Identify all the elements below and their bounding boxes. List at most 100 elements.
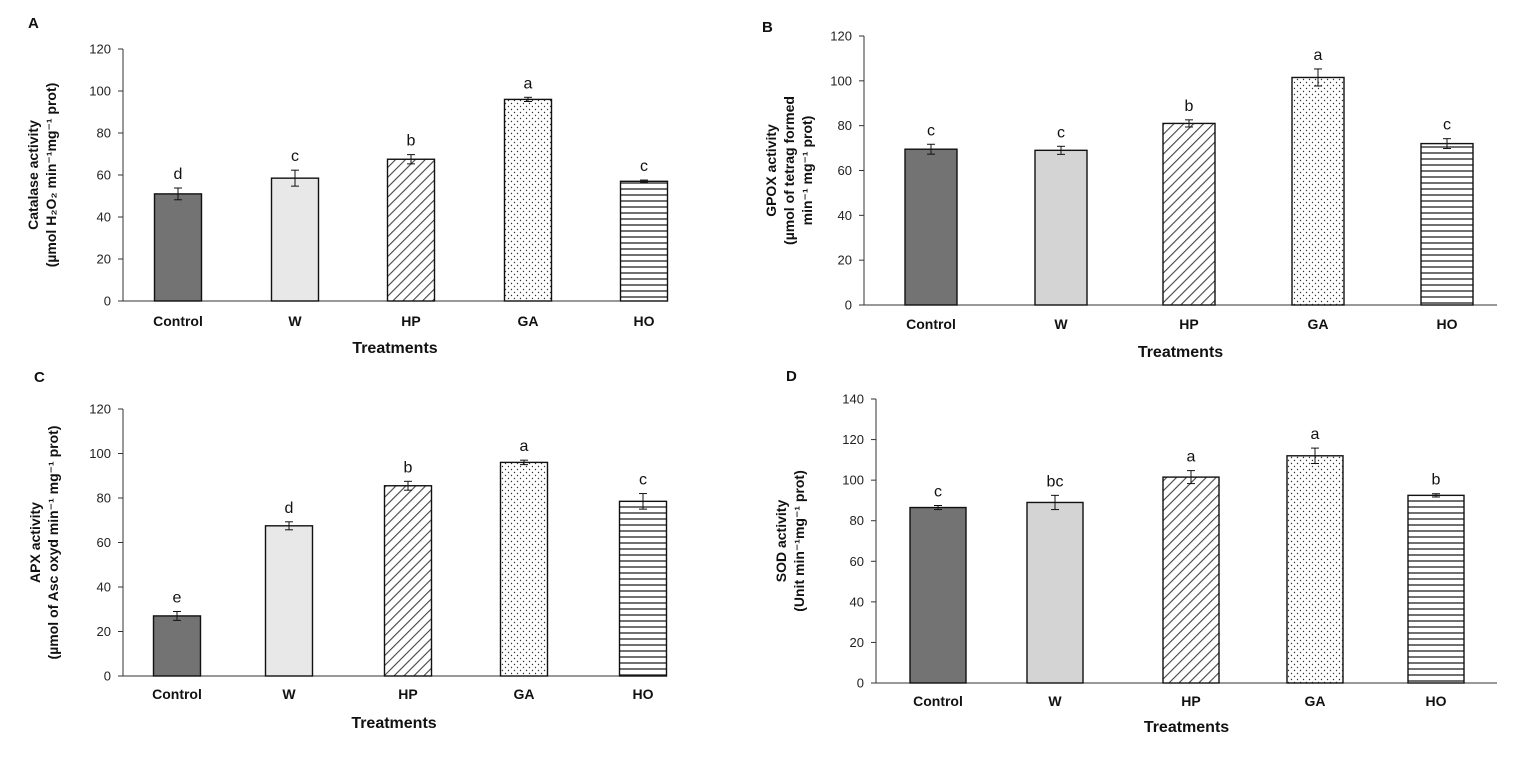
x-tick-label: HO (634, 313, 655, 329)
y-tick-label: 120 (830, 29, 852, 44)
y-tick-label: 120 (842, 432, 864, 447)
significance-label: d (174, 166, 183, 183)
chart-panel-d: D 0 20 40 60 80 100 120 140 c Control bc Wa HP a GA b HO T… (773, 368, 1497, 736)
x-axis-title: Treatments (1144, 719, 1229, 736)
y-tick-label: 20 (850, 635, 864, 650)
y-tick-label: 60 (97, 168, 111, 183)
significance-label: c (927, 122, 935, 139)
y-axis-title: (µmol of tetrag formed (781, 96, 797, 245)
x-tick-label: GA (514, 686, 535, 702)
y-tick-label: 60 (97, 535, 111, 550)
y-tick-label: 80 (838, 118, 852, 133)
y-tick-label: 40 (97, 580, 111, 595)
x-tick-label: HO (1426, 693, 1447, 709)
x-tick-label: GA (518, 313, 539, 329)
bar-hp (1162, 122, 1216, 306)
y-tick-label: 80 (850, 513, 864, 528)
significance-label: c (291, 148, 299, 165)
significance-label: a (1311, 426, 1320, 443)
bar-ga (1291, 76, 1345, 306)
bar-ho (1420, 142, 1474, 306)
bar-hp (386, 158, 436, 302)
y-axis-title: GPOX activity (763, 124, 779, 217)
x-axis-title: Treatments (352, 340, 437, 357)
y-tick-label: 60 (838, 163, 852, 178)
significance-label: a (1187, 449, 1196, 466)
y-tick-label: 20 (838, 253, 852, 268)
y-axis-title: APX activity (27, 502, 43, 583)
bar-control (153, 193, 203, 302)
bar-ga (503, 98, 553, 302)
significance-label: a (520, 438, 529, 455)
bar-control (904, 148, 958, 306)
bar-ga (1286, 455, 1344, 684)
y-tick-label: 100 (89, 84, 111, 99)
y-tick-label: 40 (838, 208, 852, 223)
significance-label: b (1185, 98, 1194, 115)
bar-ho (619, 180, 669, 302)
y-tick-label: 20 (97, 252, 111, 267)
panel-letter: D (786, 368, 797, 385)
bar-w (1026, 501, 1084, 684)
y-axis-title: (µmol of Asc oxyd min⁻¹ mg⁻¹ prot) (45, 426, 61, 660)
panel-letter: C (34, 369, 45, 386)
significance-label: a (524, 75, 533, 92)
x-tick-label: GA (1305, 693, 1326, 709)
x-tick-label: W (288, 313, 302, 329)
bar-w (270, 177, 320, 302)
y-tick-label: 80 (97, 126, 111, 141)
x-tick-label: HO (633, 686, 654, 702)
significance-label: c (1057, 124, 1065, 141)
x-tick-label: HO (1437, 316, 1458, 332)
x-tick-label: HP (1179, 316, 1198, 332)
x-tick-label: Control (152, 686, 202, 702)
bar-hp (1162, 476, 1220, 684)
y-tick-label: 0 (104, 669, 111, 684)
x-tick-label: Control (153, 313, 203, 329)
panel-letter: A (28, 15, 39, 32)
bar-w (264, 525, 314, 677)
significance-label: a (1314, 47, 1323, 64)
panel-letter: B (762, 19, 773, 36)
significance-label: e (173, 589, 182, 606)
y-tick-label: 120 (89, 42, 111, 57)
bar-ho (1407, 494, 1465, 684)
y-axis-title: (µmol H₂O₂ min⁻¹mg⁻¹ prot) (43, 83, 59, 268)
y-tick-label: 0 (845, 298, 852, 313)
y-axis-title: min⁻¹ mg⁻¹ prot) (799, 116, 815, 226)
x-tick-label: HP (401, 313, 420, 329)
x-axis-title: Treatments (1138, 344, 1223, 361)
y-tick-label: 0 (104, 294, 111, 309)
x-axis-title: Treatments (351, 715, 436, 732)
bar-control (152, 615, 202, 677)
x-tick-label: Control (913, 693, 963, 709)
significance-label: b (407, 133, 416, 150)
y-tick-label: 80 (97, 491, 111, 506)
bar-ho (618, 500, 668, 677)
x-tick-label: GA (1308, 316, 1329, 332)
y-tick-label: 100 (830, 73, 852, 88)
chart-panel-a: A 0 20 40 60 80 100 120 d Control c Wb HP a GA c HO Treat… (25, 15, 669, 357)
x-tick-label: HP (398, 686, 417, 702)
significance-label: bc (1047, 473, 1064, 490)
y-tick-label: 120 (89, 402, 111, 417)
x-tick-label: W (1054, 316, 1068, 332)
y-tick-label: 40 (850, 594, 864, 609)
x-tick-label: W (282, 686, 296, 702)
bar-ga (499, 461, 549, 677)
y-axis-title: (Unit min⁻¹mg⁻¹ prot) (791, 470, 807, 612)
bar-control (909, 506, 967, 684)
y-tick-label: 140 (842, 392, 864, 407)
significance-label: d (285, 500, 294, 517)
significance-label: c (640, 158, 648, 175)
y-tick-label: 20 (97, 624, 111, 639)
y-axis-title: SOD activity (773, 500, 789, 583)
significance-label: b (404, 459, 413, 476)
chart-panel-c: C 0 20 40 60 80 100 120 e Control d Wb HP a GA c HO Treat… (27, 369, 668, 732)
significance-label: c (934, 484, 942, 501)
significance-label: b (1432, 472, 1441, 489)
y-tick-label: 40 (97, 210, 111, 225)
y-tick-label: 100 (842, 473, 864, 488)
bar-w (1034, 149, 1088, 306)
